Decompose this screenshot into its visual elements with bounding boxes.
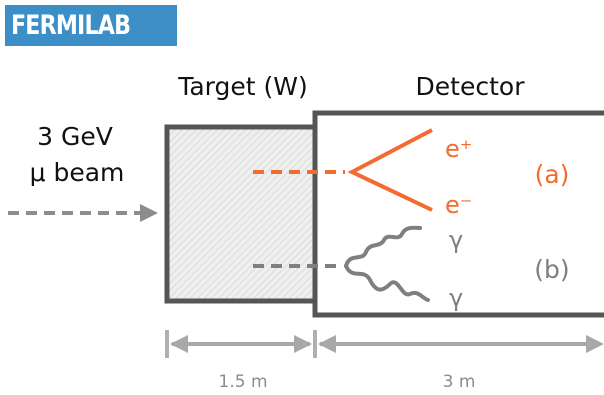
electron-label: e⁻ [445, 191, 472, 219]
photon-1-label: γ [449, 226, 463, 254]
target-label: Target (W) [177, 72, 308, 101]
process-a-fork [347, 128, 433, 212]
detector-label: Detector [416, 72, 526, 101]
case-b-label: (b) [534, 255, 569, 284]
photon-2-label: γ [449, 284, 463, 312]
beam-arrowhead [140, 204, 158, 222]
photon-upper-wave [344, 225, 422, 268]
photon-lower-wave [344, 264, 430, 302]
fermilab-logo: FERMILAB [5, 5, 177, 46]
positron-label: e⁺ [445, 135, 472, 163]
detector-box [312, 110, 604, 318]
target-box [164, 124, 318, 304]
detector-dim-arrow-right [586, 335, 604, 353]
target-length-label: 1.5 m [219, 372, 268, 392]
case-a-label: (a) [535, 160, 570, 189]
beam-particle-label: μ beam [30, 158, 125, 187]
detector-dim-arrow-left [318, 335, 336, 353]
detector-length-label: 3 m [443, 372, 476, 392]
target-dim-arrow-left [170, 335, 188, 353]
target-dim-arrow-right [294, 335, 312, 353]
logo-text: FERMILAB [11, 10, 131, 41]
beam-energy-label: 3 GeV [37, 122, 113, 151]
